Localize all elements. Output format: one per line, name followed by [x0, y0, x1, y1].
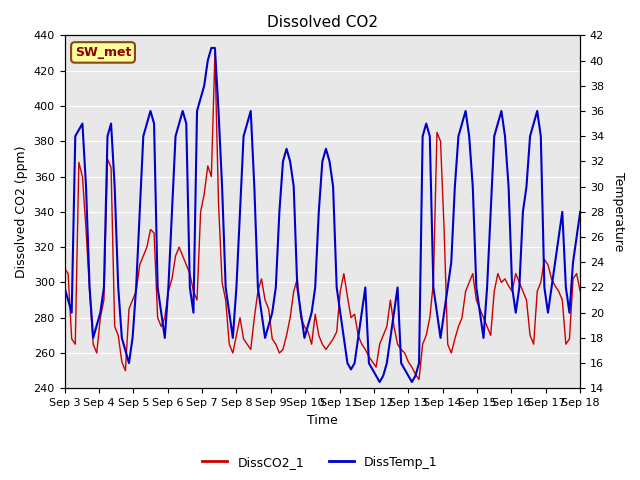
- Text: SW_met: SW_met: [75, 46, 131, 59]
- Y-axis label: Dissolved CO2 (ppm): Dissolved CO2 (ppm): [15, 145, 28, 278]
- Y-axis label: Temperature: Temperature: [612, 172, 625, 252]
- Legend: DissCO2_1, DissTemp_1: DissCO2_1, DissTemp_1: [197, 451, 443, 474]
- Title: Dissolved CO2: Dissolved CO2: [267, 15, 378, 30]
- X-axis label: Time: Time: [307, 414, 338, 427]
